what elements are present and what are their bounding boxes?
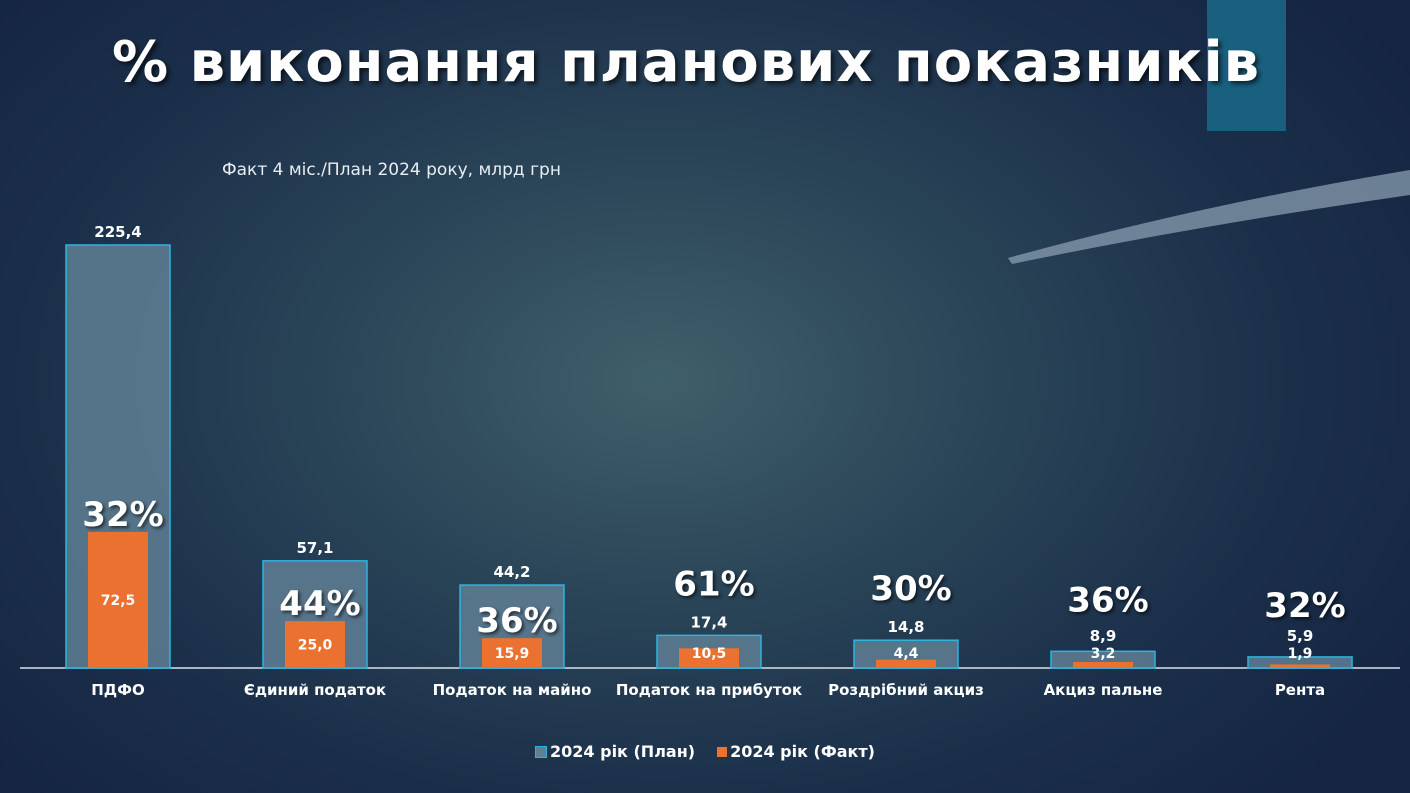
category-label: Акциз пальне bbox=[1044, 681, 1163, 699]
category-label: Податок на майно bbox=[433, 681, 592, 699]
percent-label: 61% bbox=[673, 564, 754, 604]
fact-bar bbox=[1270, 664, 1330, 668]
percent-label: 36% bbox=[476, 601, 557, 641]
decorative-rectangle bbox=[1207, 0, 1286, 131]
legend: 2024 рік (План) 2024 рік (Факт) bbox=[0, 742, 1410, 761]
plan-value-label: 14,8 bbox=[887, 618, 924, 636]
chart-subtitle: Факт 4 міс./План 2024 року, млрд грн bbox=[222, 160, 561, 180]
fact-value-label: 3,2 bbox=[1091, 646, 1116, 662]
legend-label-fact: 2024 рік (Факт) bbox=[730, 742, 875, 761]
plan-value-label: 5,9 bbox=[1287, 627, 1314, 645]
fact-bar bbox=[679, 648, 739, 668]
percent-label: 30% bbox=[870, 569, 951, 609]
fact-value-label: 1,9 bbox=[1288, 646, 1313, 662]
fact-value-label: 72,5 bbox=[101, 593, 136, 609]
page-title: % виконання планових показників bbox=[112, 30, 1261, 95]
fact-bar bbox=[1073, 661, 1133, 668]
fact-bar bbox=[876, 659, 936, 668]
fact-bar bbox=[482, 638, 542, 668]
fact-value-label: 4,4 bbox=[894, 646, 919, 662]
legend-item-fact: 2024 рік (Факт) bbox=[717, 742, 875, 761]
decorative-swoosh bbox=[1008, 170, 1410, 264]
percent-label: 36% bbox=[1067, 580, 1148, 620]
category-label: Податок на прибуток bbox=[616, 681, 802, 699]
category-label: Рента bbox=[1275, 681, 1325, 699]
fact-bar bbox=[88, 531, 148, 668]
plan-value-label: 17,4 bbox=[690, 613, 727, 631]
category-label: Роздрібний акциз bbox=[828, 681, 984, 699]
fact-value-label: 15,9 bbox=[495, 646, 530, 662]
plan-value-label: 225,4 bbox=[94, 223, 141, 241]
percent-label: 44% bbox=[279, 584, 360, 624]
legend-swatch-fact bbox=[717, 746, 728, 757]
plan-bar bbox=[65, 244, 171, 669]
plan-value-label: 57,1 bbox=[296, 539, 333, 557]
category-label: Єдиний податок bbox=[244, 681, 386, 699]
percent-label: 32% bbox=[82, 495, 163, 535]
percent-label: 32% bbox=[1264, 586, 1345, 626]
plan-value-label: 8,9 bbox=[1090, 627, 1117, 645]
category-label: ПДФО bbox=[91, 681, 145, 699]
fact-bar bbox=[285, 621, 345, 668]
fact-value-label: 10,5 bbox=[692, 646, 727, 662]
legend-label-plan: 2024 рік (План) bbox=[550, 742, 696, 761]
fact-value-label: 25,0 bbox=[298, 638, 333, 654]
plan-value-label: 44,2 bbox=[493, 563, 530, 581]
legend-item-plan: 2024 рік (План) bbox=[535, 742, 695, 761]
legend-swatch-plan bbox=[535, 745, 548, 758]
